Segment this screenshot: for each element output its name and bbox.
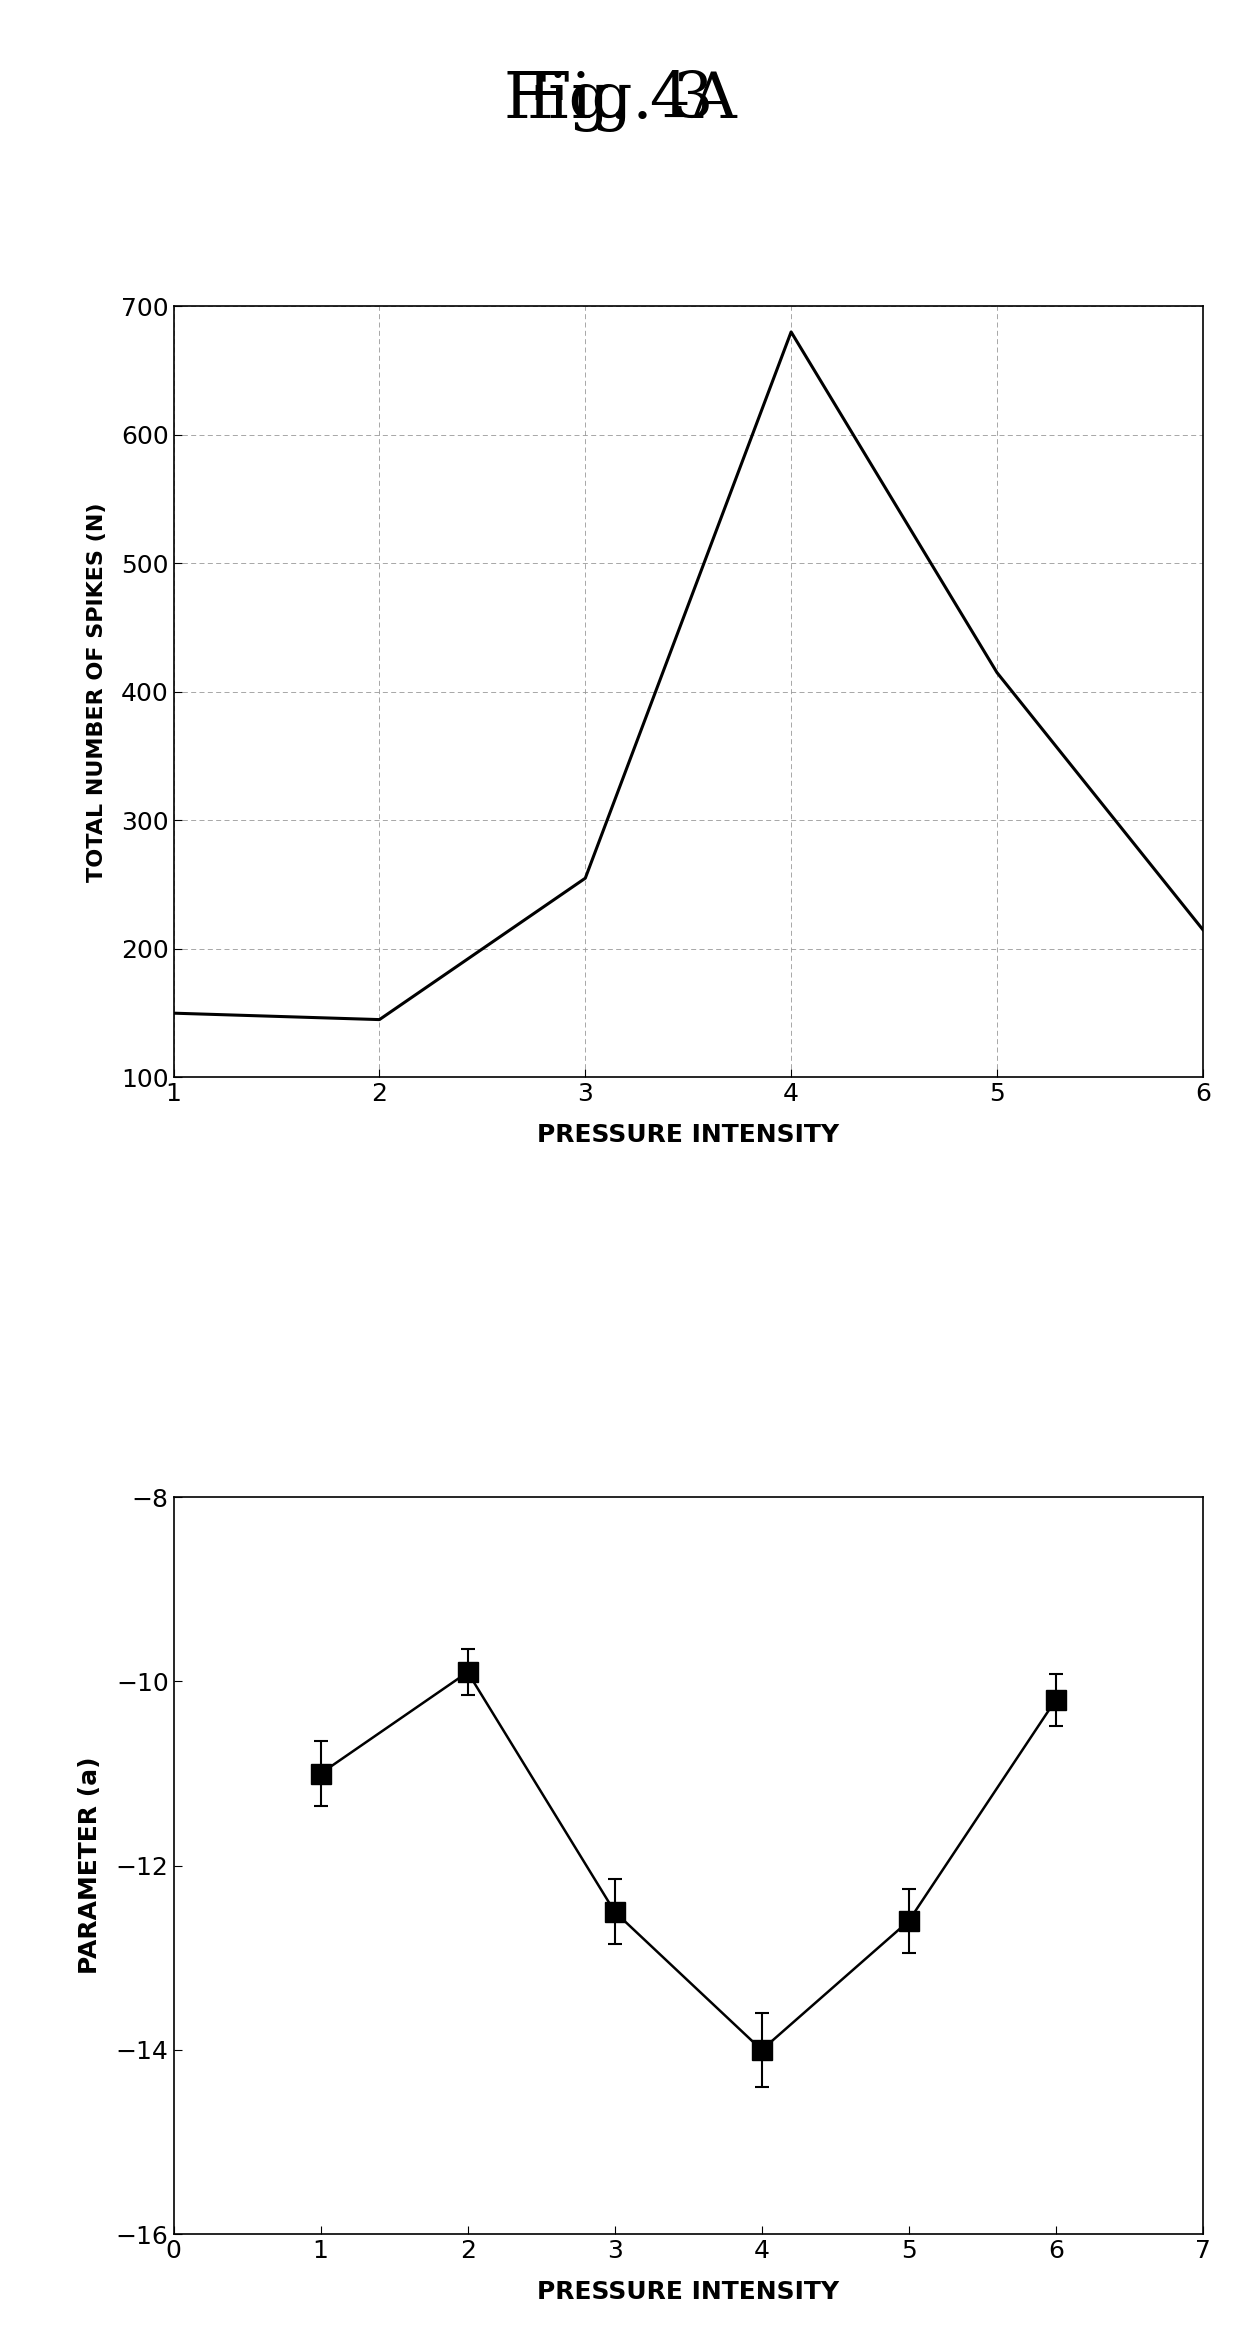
Y-axis label: PARAMETER (a): PARAMETER (a) (78, 1758, 102, 1974)
Y-axis label: TOTAL NUMBER OF SPIKES (N): TOTAL NUMBER OF SPIKES (N) (87, 502, 107, 881)
X-axis label: PRESSURE INTENSITY: PRESSURE INTENSITY (537, 1123, 839, 1146)
X-axis label: PRESSURE INTENSITY: PRESSURE INTENSITY (537, 2281, 839, 2304)
